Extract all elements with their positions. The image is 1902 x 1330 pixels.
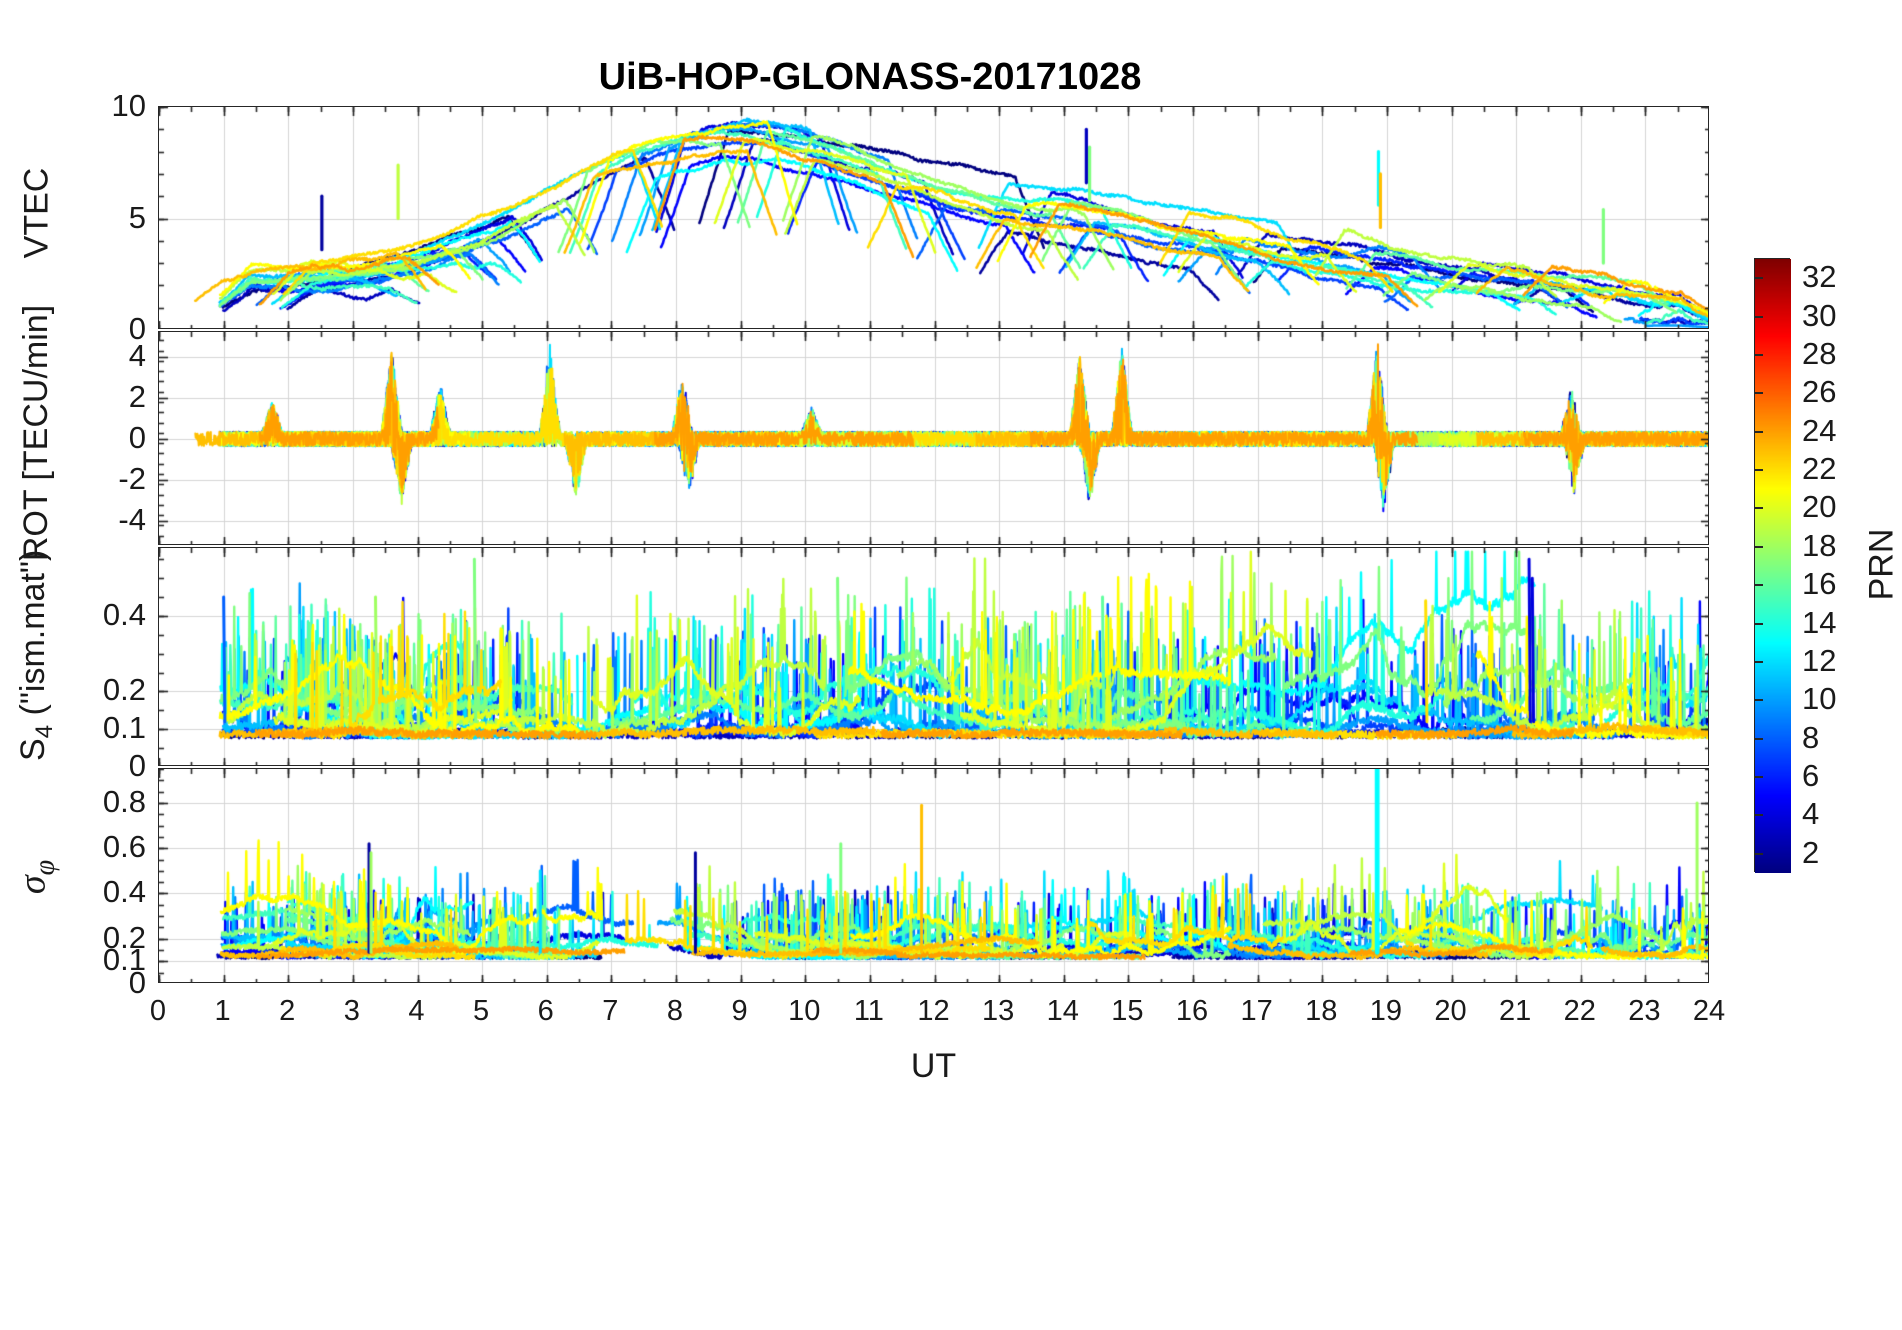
s4-panel: [158, 547, 1709, 766]
colorbar-label-0: 2: [1802, 834, 1820, 870]
colorbar-tickmark-11: [1754, 431, 1763, 433]
rot-panel-ytick-0: -4: [118, 502, 146, 538]
colorbar-label-8: 18: [1802, 527, 1837, 563]
colorbar-label-13: 28: [1802, 335, 1837, 371]
rot-panel-ytick-3: 2: [128, 378, 146, 414]
vtec-panel-ytick-2: 10: [111, 88, 146, 123]
sigma-phi-panel-ytick-1: 0.1: [102, 942, 146, 978]
colorbar-title: PRN: [1862, 528, 1901, 601]
xtick-3: 3: [343, 995, 360, 1027]
xtick-18: 18: [1305, 995, 1338, 1027]
xtick-20: 20: [1434, 995, 1467, 1027]
colorbar-tickmark-8: [1754, 546, 1763, 548]
colorbar-label-10: 22: [1802, 451, 1837, 487]
colorbar-tickmark-9: [1754, 507, 1763, 509]
vtec-panel: [158, 106, 1709, 329]
tick-layer: [159, 107, 1708, 328]
colorbar-label-6: 14: [1802, 604, 1837, 640]
s4-panel-ytick-2: 0.2: [102, 672, 146, 708]
colorbar-label-7: 16: [1802, 566, 1837, 602]
xtick-22: 22: [1563, 995, 1596, 1027]
xtick-7: 7: [602, 995, 619, 1027]
s4-panel-ytick-1: 0.1: [102, 710, 146, 746]
colorbar-label-15: 32: [1802, 259, 1837, 295]
vtec-panel-ytick-0: 0: [128, 311, 146, 346]
colorbar-label-12: 26: [1802, 374, 1837, 410]
xtick-17: 17: [1240, 995, 1273, 1027]
colorbar-label-14: 30: [1802, 297, 1837, 333]
colorbar-tickmark-12: [1754, 392, 1763, 394]
rot-panel-ytick-1: -2: [118, 461, 146, 497]
xtick-19: 19: [1369, 995, 1402, 1027]
colorbar-tickmark-13: [1754, 354, 1763, 356]
xtick-1: 1: [214, 995, 231, 1027]
colorbar-gradient: [1755, 259, 1791, 873]
colorbar-tickmark-7: [1754, 584, 1763, 586]
xtick-11: 11: [853, 995, 884, 1027]
colorbar-tickmark-2: [1754, 776, 1763, 778]
xtick-13: 13: [981, 995, 1015, 1027]
xtick-0: 0: [149, 995, 167, 1027]
s4-panel-ytick-3: 0.4: [102, 596, 146, 632]
colorbar-label-2: 6: [1802, 758, 1820, 794]
colorbar-label-11: 24: [1802, 412, 1837, 448]
colorbar-label-3: 8: [1802, 719, 1820, 755]
xtick-12: 12: [917, 995, 950, 1027]
vtec-panel-ytick-1: 5: [128, 199, 146, 235]
x-axis-label: UT: [910, 1047, 957, 1085]
xtick-21: 21: [1498, 995, 1532, 1027]
sigma-phi-panel-ytick-3: 0.4: [102, 874, 146, 910]
xtick-16: 16: [1175, 995, 1209, 1027]
sigma-phi-panel: [158, 768, 1709, 983]
xtick-23: 23: [1628, 995, 1661, 1027]
xtick-6: 6: [537, 995, 554, 1027]
colorbar[interactable]: [1754, 258, 1791, 873]
colorbar-label-9: 20: [1802, 489, 1837, 525]
sigma-phi-panel-ytick-2: 0.2: [102, 919, 146, 955]
colorbar-tickmark-4: [1754, 699, 1763, 701]
xtick-5: 5: [473, 995, 490, 1027]
sigma-phi-panel-ytick-4: 0.6: [102, 829, 146, 865]
colorbar-tickmark-5: [1754, 661, 1763, 663]
xtick-4: 4: [408, 995, 425, 1027]
tick-layer: [159, 769, 1708, 982]
colorbar-tickmark-6: [1754, 623, 1763, 625]
xtick-9: 9: [731, 995, 748, 1027]
xtick-8: 8: [666, 995, 684, 1027]
s4-panel-ytick-0: 0: [128, 748, 146, 783]
figure-title: UiB-HOP-GLONASS-20171028: [598, 56, 1142, 98]
xtick-10: 10: [788, 995, 821, 1027]
tick-layer: [159, 548, 1708, 765]
sigma-phi-panel-y-axis-label: σφ: [11, 859, 60, 894]
xtick-24: 24: [1692, 995, 1726, 1027]
colorbar-tickmark-14: [1754, 316, 1763, 318]
rot-panel-ytick-2: 0: [128, 420, 146, 455]
rot-panel: [158, 331, 1709, 545]
colorbar-tickmark-0: [1754, 853, 1763, 855]
xtick-14: 14: [1046, 995, 1079, 1027]
colorbar-tickmark-3: [1754, 738, 1763, 740]
colorbar-label-4: 10: [1802, 681, 1837, 717]
sigma-phi-panel-ytick-5: 0.8: [102, 783, 146, 819]
colorbar-tickmark-15: [1754, 277, 1763, 279]
colorbar-tickmark-1: [1754, 814, 1763, 816]
colorbar-label-1: 4: [1802, 796, 1820, 832]
xtick-2: 2: [279, 995, 296, 1027]
xtick-15: 15: [1111, 995, 1144, 1027]
sigma-phi-panel-ytick-0: 0: [128, 965, 146, 1000]
tick-layer: [159, 332, 1708, 544]
colorbar-label-5: 12: [1802, 642, 1837, 678]
colorbar-tickmark-10: [1754, 469, 1763, 471]
rot-panel-ytick-4: 4: [128, 337, 146, 373]
